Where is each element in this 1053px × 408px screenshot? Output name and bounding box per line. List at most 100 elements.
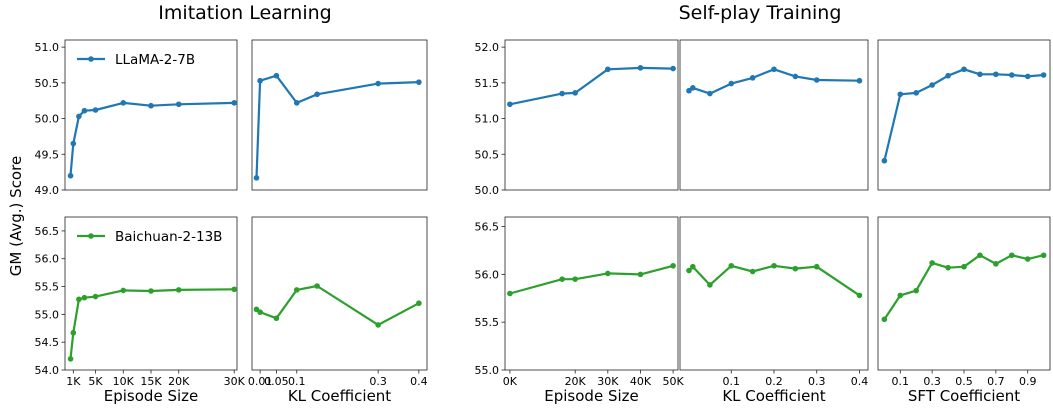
subplot-5 <box>877 39 1051 191</box>
data-point <box>559 276 565 282</box>
x-tick-label: 0.5 <box>955 375 973 388</box>
plot-frame <box>251 39 428 191</box>
x-tick-label: 0.1 <box>723 375 741 388</box>
data-point <box>686 267 692 274</box>
y-tick-label: 51.0 <box>475 113 500 126</box>
data-point <box>1008 252 1015 259</box>
y-tick-label: 56.0 <box>475 268 500 281</box>
data-point <box>690 263 696 270</box>
x-tick-label: 40K <box>630 375 652 388</box>
data-point <box>897 292 904 299</box>
data-point <box>67 356 74 362</box>
data-point <box>707 282 713 288</box>
data-point <box>813 77 820 83</box>
data-point <box>76 296 82 303</box>
data-point <box>92 107 99 113</box>
data-point <box>120 287 127 294</box>
data-point <box>792 73 799 80</box>
x-axis-label: SFT Coefficient <box>908 387 1020 405</box>
data-point <box>1024 256 1031 262</box>
data-point <box>572 90 578 96</box>
subplot-6: 54.0 54.5 55.0 55.5 56.0 56.5 1K 5K 10K 15K 20K 30K… <box>35 216 246 405</box>
data-point <box>416 79 422 85</box>
data-point <box>977 71 983 78</box>
y-tick-label: 56.0 <box>35 253 60 266</box>
title-self-play-training: Self-play Training <box>679 2 842 24</box>
data-point <box>293 100 300 106</box>
data-point <box>1040 252 1047 259</box>
data-point <box>881 157 888 164</box>
data-point <box>231 286 238 293</box>
y-axis-label: GM (Avg.) Score <box>7 156 25 276</box>
data-point <box>913 90 920 96</box>
data-point <box>81 107 88 114</box>
data-point <box>507 290 513 297</box>
subplot-1: 49.0 49.5 50.0 50.5 51.0 LLaMA-2-7B <box>35 39 238 197</box>
series-line <box>688 68 860 95</box>
series-line <box>255 284 420 326</box>
data-point <box>913 287 920 294</box>
series-line <box>883 68 1044 161</box>
data-point <box>670 262 676 269</box>
subplot-2 <box>251 39 428 191</box>
x-tick-label: 0.7 <box>987 375 1005 388</box>
subplot-grid: 49.0 49.5 50.0 50.5 51.0 LLaMA-2-7B 50.0 50.5 51… <box>35 39 1051 405</box>
data-point <box>293 287 300 293</box>
y-tick-label: 55.0 <box>475 364 500 377</box>
data-point <box>856 292 863 299</box>
plot-frame <box>251 216 428 371</box>
data-point <box>175 287 182 293</box>
x-tick-label: 0.1 <box>288 375 306 388</box>
data-point <box>670 65 676 72</box>
y-tick-label: 54.5 <box>35 336 60 349</box>
data-point <box>375 80 381 87</box>
y-tick-label: 54.0 <box>35 364 60 377</box>
x-axis-label: Episode Size <box>104 387 198 405</box>
series-line <box>255 74 419 178</box>
data-point <box>1008 72 1015 78</box>
data-point <box>231 100 238 106</box>
series-line <box>509 264 674 295</box>
x-tick-label: 50K <box>662 375 684 388</box>
data-point <box>81 294 88 301</box>
data-point <box>856 77 863 84</box>
data-point <box>690 85 696 91</box>
subplot-8: 55.0 55.5 56.0 56.5 0K 20K 30K 40K 50K Episode Si… <box>475 216 684 405</box>
data-point <box>507 101 513 108</box>
data-point <box>273 315 280 322</box>
data-point <box>605 270 611 277</box>
x-tick-label: 0.01 <box>248 375 273 388</box>
x-tick-label: 30K <box>597 375 619 388</box>
y-tick-label: 50.0 <box>35 113 60 126</box>
series-line <box>509 66 674 106</box>
plot-frame <box>64 39 238 191</box>
data-point <box>416 300 422 307</box>
y-tick-label: 49.5 <box>35 148 60 161</box>
y-tick-label: 55.5 <box>35 281 60 294</box>
legend-marker <box>88 56 94 62</box>
data-point <box>148 102 154 109</box>
data-point <box>120 100 127 106</box>
data-point <box>881 316 888 323</box>
data-point <box>728 80 735 87</box>
data-point <box>67 172 74 179</box>
series-line <box>69 288 235 360</box>
y-tick-label: 51.5 <box>475 77 500 90</box>
data-point <box>314 91 320 98</box>
data-point <box>1024 73 1031 80</box>
x-tick-label: 0.2 <box>765 375 783 388</box>
data-point <box>961 66 967 73</box>
plot-frame <box>679 216 869 371</box>
data-point <box>70 329 77 336</box>
x-tick-label: 0.05 <box>264 375 289 388</box>
x-tick-label: 5K <box>88 375 103 388</box>
legend-label: LLaMA-2-7B <box>115 52 195 68</box>
x-tick-label: 20K <box>168 375 190 388</box>
data-point <box>1040 72 1047 78</box>
y-tick-label: 49.0 <box>35 184 60 197</box>
data-point <box>637 271 644 278</box>
data-point <box>749 268 756 275</box>
data-point <box>728 262 735 269</box>
data-point <box>605 66 611 73</box>
